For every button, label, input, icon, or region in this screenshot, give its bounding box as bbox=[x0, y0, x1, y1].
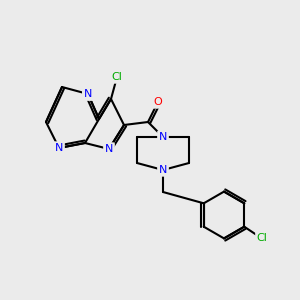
Text: N: N bbox=[55, 143, 63, 153]
Text: N: N bbox=[84, 89, 92, 99]
Text: O: O bbox=[154, 97, 162, 107]
Text: Cl: Cl bbox=[257, 233, 268, 243]
Text: N: N bbox=[84, 89, 92, 99]
Text: N: N bbox=[159, 165, 167, 175]
Text: Cl: Cl bbox=[112, 72, 122, 82]
Text: N: N bbox=[105, 144, 113, 154]
Text: N: N bbox=[159, 132, 167, 142]
